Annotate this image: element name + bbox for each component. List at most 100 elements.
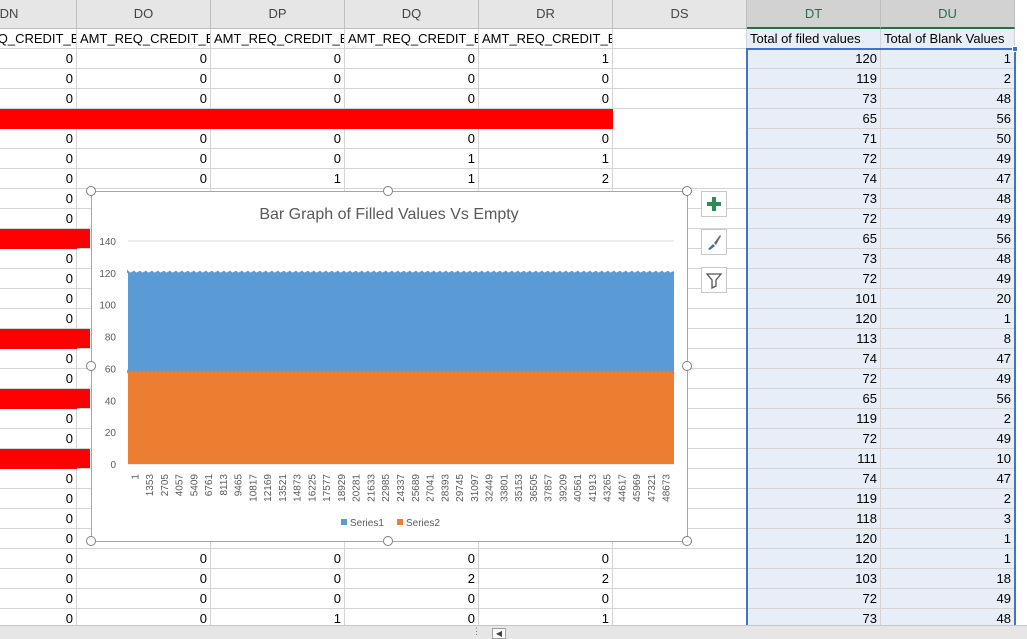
table-cell-blank-total[interactable]: 47 <box>881 169 1015 189</box>
chart-resize-handle-tl[interactable] <box>86 186 96 196</box>
table-cell-blank-total[interactable]: 49 <box>881 429 1015 449</box>
table-cell[interactable]: 0 <box>479 129 613 149</box>
table-cell[interactable]: 0 <box>0 349 77 369</box>
table-cell-filled-total[interactable]: 72 <box>747 269 881 289</box>
table-cell[interactable]: 0 <box>0 609 77 625</box>
table-cell-filled-total[interactable]: 119 <box>747 489 881 509</box>
table-cell-filled-total[interactable]: 73 <box>747 609 881 625</box>
table-cell[interactable]: 0 <box>0 569 77 589</box>
header-cell-dn[interactable]: AMT_REQ_CREDIT_BUREAU_HOUR <box>0 29 77 49</box>
split-dots-icon[interactable]: ⋮ <box>472 626 481 636</box>
table-cell[interactable]: 0 <box>0 269 77 289</box>
table-cell-blank-total[interactable]: 48 <box>881 609 1015 625</box>
column-header-dn[interactable]: DN <box>0 0 77 29</box>
column-header-dq[interactable]: DQ <box>345 0 479 29</box>
table-cell[interactable]: 1 <box>345 149 479 169</box>
table-cell-blank-total[interactable]: 1 <box>881 49 1015 69</box>
table-cell[interactable]: 0 <box>0 309 77 329</box>
table-cell[interactable]: 0 <box>77 569 211 589</box>
table-cell[interactable]: 0 <box>77 589 211 609</box>
table-cell-blank-total[interactable]: 47 <box>881 469 1015 489</box>
table-cell[interactable]: 0 <box>211 569 345 589</box>
table-cell-filled-total[interactable]: 65 <box>747 109 881 129</box>
column-header-dt[interactable]: DT <box>747 0 881 29</box>
table-cell[interactable]: 1 <box>211 609 345 625</box>
table-cell-filled-total[interactable]: 72 <box>747 149 881 169</box>
table-cell[interactable]: 0 <box>77 169 211 189</box>
table-cell[interactable]: 0 <box>77 69 211 89</box>
chart-resize-handle-bc[interactable] <box>383 536 393 546</box>
table-cell-blank-total[interactable]: 49 <box>881 209 1015 229</box>
table-cell[interactable]: 0 <box>479 549 613 569</box>
table-cell-filled-total[interactable]: 72 <box>747 589 881 609</box>
table-cell[interactable]: 0 <box>0 249 77 269</box>
chart-filters-button[interactable] <box>701 267 727 293</box>
table-cell-filled-total[interactable]: 119 <box>747 409 881 429</box>
table-cell[interactable]: 0 <box>345 49 479 69</box>
chart-object[interactable]: Bar Graph of Filled Values Vs Empty 0 20 40… <box>91 191 688 542</box>
table-cell-filled-total[interactable]: 101 <box>747 289 881 309</box>
table-cell-filled-total[interactable]: 120 <box>747 549 881 569</box>
table-cell-blank-total[interactable]: 10 <box>881 449 1015 469</box>
table-cell-blank-total[interactable]: 8 <box>881 329 1015 349</box>
table-cell-blank-total[interactable]: 56 <box>881 229 1015 249</box>
table-cell-blank-total[interactable]: 1 <box>881 309 1015 329</box>
column-header-dr[interactable]: DR <box>479 0 613 29</box>
table-cell[interactable]: 0 <box>0 129 77 149</box>
table-cell-blank-total[interactable]: 48 <box>881 189 1015 209</box>
table-cell[interactable] <box>613 49 747 69</box>
table-cell-blank-total[interactable]: 18 <box>881 569 1015 589</box>
table-cell[interactable]: 0 <box>0 489 77 509</box>
column-header-ds[interactable]: DS <box>613 0 747 29</box>
table-cell[interactable]: 1 <box>345 169 479 189</box>
column-header-do[interactable]: DO <box>77 0 211 29</box>
table-cell[interactable]: 0 <box>0 89 77 109</box>
table-cell[interactable]: 0 <box>479 89 613 109</box>
table-cell[interactable]: 0 <box>345 609 479 625</box>
table-cell[interactable]: 0 <box>211 149 345 169</box>
table-cell[interactable]: 0 <box>0 469 77 489</box>
table-cell[interactable]: 0 <box>211 589 345 609</box>
table-cell-blank-total[interactable]: 49 <box>881 269 1015 289</box>
table-cell[interactable]: 0 <box>0 409 77 429</box>
table-cell-blank-total[interactable]: 2 <box>881 409 1015 429</box>
table-cell-filled-total[interactable]: 73 <box>747 89 881 109</box>
header-cell-dq[interactable]: AMT_REQ_CREDIT_BUREAU_MON <box>345 29 479 49</box>
highlighted-row-band[interactable] <box>0 449 90 469</box>
chart-resize-handle-br[interactable] <box>682 536 692 546</box>
table-cell[interactable] <box>613 89 747 109</box>
table-cell[interactable] <box>613 169 747 189</box>
chart-resize-handle-tr[interactable] <box>682 186 692 196</box>
chart-resize-handle-ml[interactable] <box>86 361 96 371</box>
highlighted-row-band[interactable] <box>0 109 613 129</box>
table-cell[interactable]: 0 <box>0 289 77 309</box>
header-cell-ds[interactable] <box>613 29 747 49</box>
table-cell[interactable]: 1 <box>479 49 613 69</box>
table-cell[interactable]: 0 <box>345 129 479 149</box>
table-cell-filled-total[interactable]: 119 <box>747 69 881 89</box>
table-cell[interactable]: 0 <box>345 549 479 569</box>
table-cell[interactable]: 0 <box>345 589 479 609</box>
table-cell[interactable]: 0 <box>0 149 77 169</box>
table-cell-filled-total[interactable]: 113 <box>747 329 881 349</box>
table-cell[interactable]: 0 <box>211 89 345 109</box>
table-cell[interactable]: 0 <box>0 589 77 609</box>
table-cell-filled-total[interactable]: 72 <box>747 369 881 389</box>
table-cell-filled-total[interactable]: 74 <box>747 349 881 369</box>
header-cell-du[interactable]: Total of Blank Values <box>881 29 1015 49</box>
table-cell-filled-total[interactable]: 120 <box>747 49 881 69</box>
table-cell[interactable] <box>613 129 747 149</box>
table-cell[interactable]: 2 <box>479 569 613 589</box>
table-cell[interactable]: 0 <box>0 429 77 449</box>
header-cell-dt[interactable]: Total of filed values <box>747 29 881 49</box>
table-cell[interactable]: 0 <box>211 69 345 89</box>
table-cell-filled-total[interactable]: 74 <box>747 169 881 189</box>
table-cell[interactable]: 0 <box>211 49 345 69</box>
header-cell-do[interactable]: AMT_REQ_CREDIT_BUREAU_DAY <box>77 29 211 49</box>
table-cell-blank-total[interactable]: 56 <box>881 389 1015 409</box>
table-cell[interactable] <box>613 589 747 609</box>
table-cell-filled-total[interactable]: 72 <box>747 209 881 229</box>
table-cell[interactable]: 0 <box>479 69 613 89</box>
table-cell[interactable]: 0 <box>0 529 77 549</box>
table-cell[interactable]: 2 <box>345 569 479 589</box>
